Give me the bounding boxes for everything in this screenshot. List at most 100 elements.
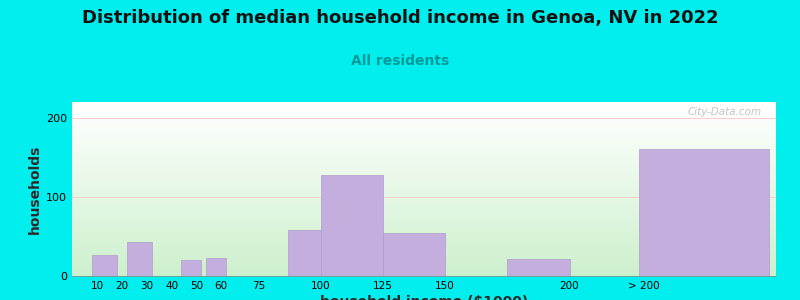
Bar <box>72 184 776 185</box>
Bar <box>72 146 776 147</box>
Bar <box>72 178 776 180</box>
X-axis label: household income ($1000): household income ($1000) <box>320 295 528 300</box>
Bar <box>72 198 776 200</box>
Bar <box>72 232 776 234</box>
Bar <box>72 132 776 133</box>
Bar <box>72 269 776 271</box>
Bar <box>72 177 776 178</box>
Bar <box>72 193 776 194</box>
Bar <box>72 203 776 205</box>
Bar <box>72 254 776 255</box>
Y-axis label: households: households <box>28 144 42 234</box>
Bar <box>72 255 776 257</box>
Bar <box>126 242 152 276</box>
Bar <box>72 185 776 187</box>
Bar <box>72 238 776 239</box>
Bar <box>72 107 776 109</box>
Bar <box>72 224 776 226</box>
Bar <box>72 142 776 144</box>
Bar <box>72 220 776 222</box>
Bar <box>72 159 776 161</box>
Bar <box>72 252 776 254</box>
Bar <box>72 222 776 224</box>
Bar <box>507 259 570 276</box>
Bar <box>72 206 776 208</box>
Bar <box>72 239 776 241</box>
Bar <box>72 124 776 126</box>
Bar <box>72 147 776 149</box>
Bar <box>72 168 776 170</box>
Bar <box>72 212 776 213</box>
Bar <box>72 158 776 159</box>
Bar <box>72 231 776 233</box>
Bar <box>72 274 776 276</box>
Bar <box>72 264 776 266</box>
Bar <box>72 219 776 220</box>
Bar <box>72 215 776 217</box>
Bar <box>72 123 776 124</box>
Bar <box>72 227 776 229</box>
Bar <box>72 165 776 167</box>
Bar <box>182 260 202 276</box>
Bar <box>72 112 776 114</box>
Bar <box>72 246 776 248</box>
Bar <box>72 250 776 252</box>
Bar <box>72 106 776 107</box>
Bar <box>72 226 776 227</box>
Bar <box>72 243 776 245</box>
Bar <box>72 140 776 142</box>
Bar <box>72 271 776 272</box>
Bar <box>72 262 776 264</box>
Bar <box>72 172 776 173</box>
Bar <box>72 128 776 130</box>
Bar <box>639 149 769 276</box>
Bar <box>92 255 117 276</box>
Bar <box>72 236 776 238</box>
Text: All residents: All residents <box>351 54 449 68</box>
Bar <box>72 191 776 193</box>
Bar <box>72 200 776 201</box>
Bar <box>72 126 776 128</box>
Bar <box>72 119 776 121</box>
Bar <box>289 230 321 276</box>
Bar <box>72 213 776 215</box>
Bar <box>72 245 776 246</box>
Bar <box>72 102 776 104</box>
Bar <box>72 161 776 163</box>
Bar <box>72 114 776 116</box>
Bar <box>72 144 776 146</box>
Bar <box>72 234 776 236</box>
Bar <box>72 257 776 259</box>
Bar <box>72 196 776 198</box>
Bar <box>72 167 776 168</box>
Bar <box>72 175 776 177</box>
Bar <box>72 149 776 151</box>
Bar <box>72 130 776 132</box>
Text: City-Data.com: City-Data.com <box>688 107 762 117</box>
Bar <box>72 182 776 184</box>
Bar <box>72 259 776 260</box>
Bar <box>72 194 776 196</box>
Bar <box>72 208 776 210</box>
Bar <box>72 118 776 119</box>
Bar <box>72 205 776 206</box>
Bar <box>72 266 776 267</box>
Bar <box>72 189 776 191</box>
Bar <box>72 152 776 154</box>
Bar <box>72 210 776 212</box>
Bar <box>72 267 776 269</box>
Bar <box>321 175 383 276</box>
Bar <box>72 201 776 203</box>
Bar <box>72 104 776 106</box>
Bar <box>72 151 776 152</box>
Bar <box>72 135 776 137</box>
Bar <box>72 170 776 172</box>
Bar <box>72 248 776 250</box>
Bar <box>72 187 776 189</box>
Bar <box>72 260 776 262</box>
Text: Distribution of median household income in Genoa, NV in 2022: Distribution of median household income … <box>82 9 718 27</box>
Bar <box>72 180 776 182</box>
Bar <box>72 272 776 274</box>
Bar <box>72 229 776 231</box>
Bar <box>72 137 776 139</box>
